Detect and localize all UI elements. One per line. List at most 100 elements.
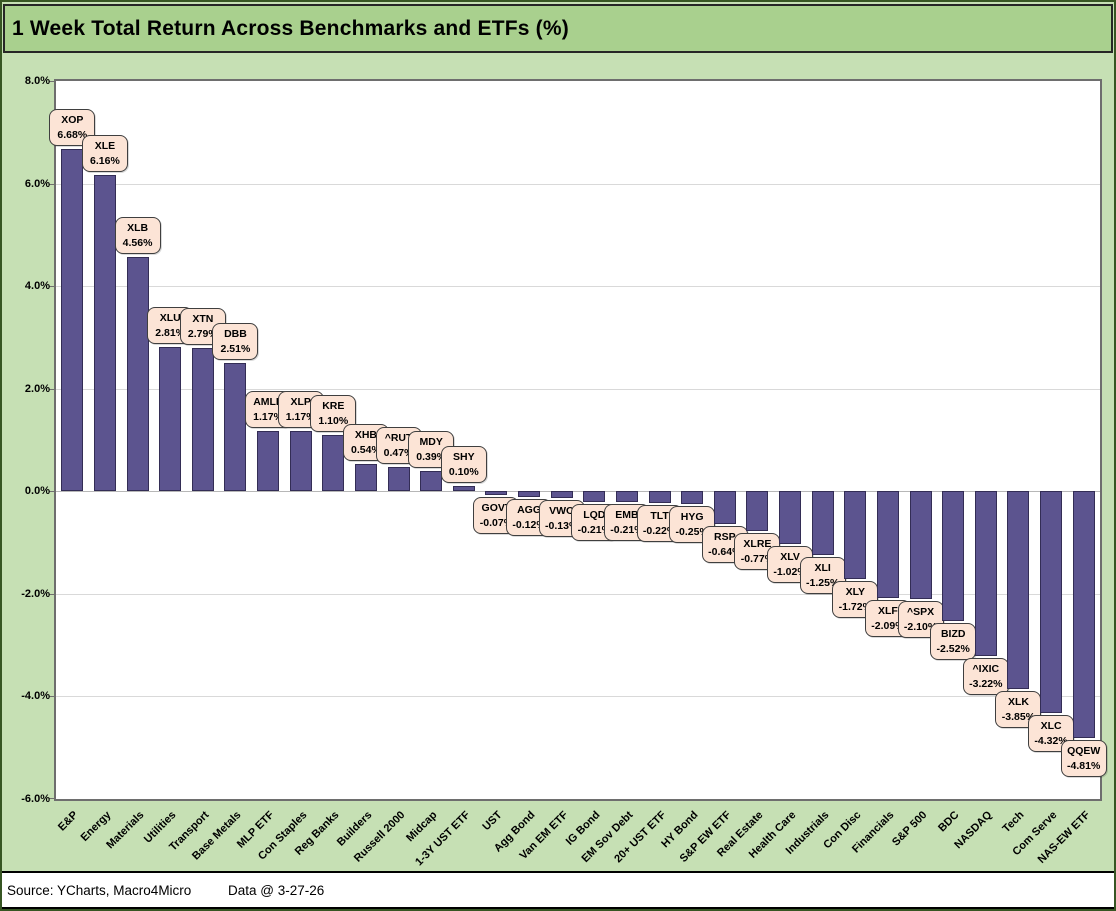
data-label-value: 2.79% [187,328,218,341]
data-label-value: 0.10% [448,466,479,479]
bar-tlt[interactable] [648,491,671,503]
bar-amlp[interactable] [257,431,280,492]
data-label-value: -0.64% [708,546,742,559]
gridline [56,388,1100,390]
data-label-ticker: BIZD [940,627,966,640]
data-label-value: -2.52% [936,642,970,655]
bar-xlf[interactable] [876,491,899,599]
gridline [56,183,1100,185]
bar-rut[interactable] [387,467,410,492]
bar-emb[interactable] [615,491,638,503]
bar-xhb[interactable] [354,463,377,492]
data-label-value: 2.51% [220,342,251,355]
y-axis-tick [49,388,55,390]
bar-xlu[interactable] [159,347,182,492]
bar-xly[interactable] [844,491,867,580]
data-label-ixic: ^IXIC -3.22% [962,658,1009,696]
data-label-value: -1.25% [806,577,840,590]
data-label-ticker: XLV [780,550,800,563]
bar-xop[interactable] [61,148,84,492]
gridline [56,593,1100,595]
bar-xlb[interactable] [126,257,149,492]
bar-shy[interactable] [452,486,475,492]
bar-vwo[interactable] [550,491,573,498]
data-label-ticker: EMB [615,509,639,522]
bar-lqd[interactable] [583,491,606,503]
y-axis-tick [49,696,55,698]
y-axis-tick [49,183,55,185]
data-label-ticker: QQEW [1067,744,1101,757]
data-label-ticker: AGG [517,504,542,517]
data-label-mdy: MDY 0.39% [408,431,455,469]
data-label-ticker: ^RUT [384,432,413,445]
data-label-value: -0.13% [545,519,579,532]
data-label-value: -0.07% [479,516,514,529]
data-label-value: -0.12% [512,519,546,532]
bar-hyg[interactable] [681,491,704,505]
bar-xlv[interactable] [779,491,802,544]
data-label-ticker: MDY [419,436,443,449]
data-label-value: 4.56% [122,237,153,250]
data-label-ticker: XLY [845,586,866,599]
y-axis-label: -4.0% [21,690,50,703]
data-label-value: 6.68% [57,128,88,141]
data-label-ticker: SHY [453,451,475,464]
zero-axis-line [56,491,1100,493]
data-label-value: 2.81% [155,327,186,340]
gridline [56,696,1100,698]
data-label-value: -0.77% [740,552,775,565]
bar-xlre[interactable] [746,491,769,531]
bar-xlk[interactable] [1007,491,1030,689]
data-label-value: -1.72% [838,601,872,614]
data-label-value: 0.54% [351,443,381,456]
data-label-ticker: ^IXIC [972,663,1000,676]
bar-bizd[interactable] [942,491,965,621]
bar-xlc[interactable] [1040,491,1063,713]
footer-bar: Source: YCharts, Macro4Micro Data @ 3-27… [2,871,1114,909]
bar-qqew[interactable] [1072,491,1095,738]
data-label-ticker: KRE [322,399,345,412]
bar-xlp[interactable] [289,431,312,492]
data-label-value: 1.17% [285,411,316,424]
y-axis-tick [49,81,55,82]
bar-kre[interactable] [322,434,345,492]
bar-xli[interactable] [811,491,834,556]
data-label-value: -4.32% [1034,734,1068,747]
y-axis-tick [49,593,55,595]
data-label-ticker: XLF [878,605,898,618]
data-label-ticker: RSP [714,531,736,544]
data-label-shy: SHY 0.10% [440,446,487,484]
data-label-value: 6.16% [90,155,120,168]
data-label-value: 1.17% [253,411,283,424]
bar-xle[interactable] [93,175,116,492]
gridline [56,286,1100,288]
data-label-ticker: XLB [127,222,149,235]
data-label-ticker: VWO [549,504,575,517]
data-label-xlb: XLB 4.56% [114,217,161,255]
data-label-dbb: DBB 2.51% [212,322,259,360]
bar-spx[interactable] [909,491,932,599]
bar-mdy[interactable] [420,471,443,492]
data-label-value: -2.09% [871,620,905,633]
bar-rsp[interactable] [713,491,736,525]
page-title: 1 Week Total Return Across Benchmarks an… [12,16,569,40]
data-label-value: -3.22% [969,678,1003,691]
bar-agg[interactable] [518,491,541,498]
y-axis-tick [49,798,55,799]
data-label-qqew: QQEW -4.81% [1060,739,1107,777]
y-axis-label: -6.0% [21,793,50,805]
bar-xtn[interactable] [191,348,214,492]
bar-govt[interactable] [485,491,508,495]
data-label-value: 0.47% [383,447,414,460]
y-axis-label: 8.0% [24,75,50,87]
y-axis-label: 4.0% [24,280,50,293]
data-label-ticker: XLP [290,396,311,409]
data-label-ticker: LQD [583,509,606,522]
data-label-ticker: XLU [159,312,181,325]
y-axis-tick [49,286,55,288]
data-label-value: -1.02% [773,565,807,578]
data-label-xlv: XLV -1.02% [767,545,814,583]
data-label-ticker: XLE [94,140,116,153]
bar-dbb[interactable] [224,362,247,492]
bar-ixic[interactable] [974,491,997,657]
